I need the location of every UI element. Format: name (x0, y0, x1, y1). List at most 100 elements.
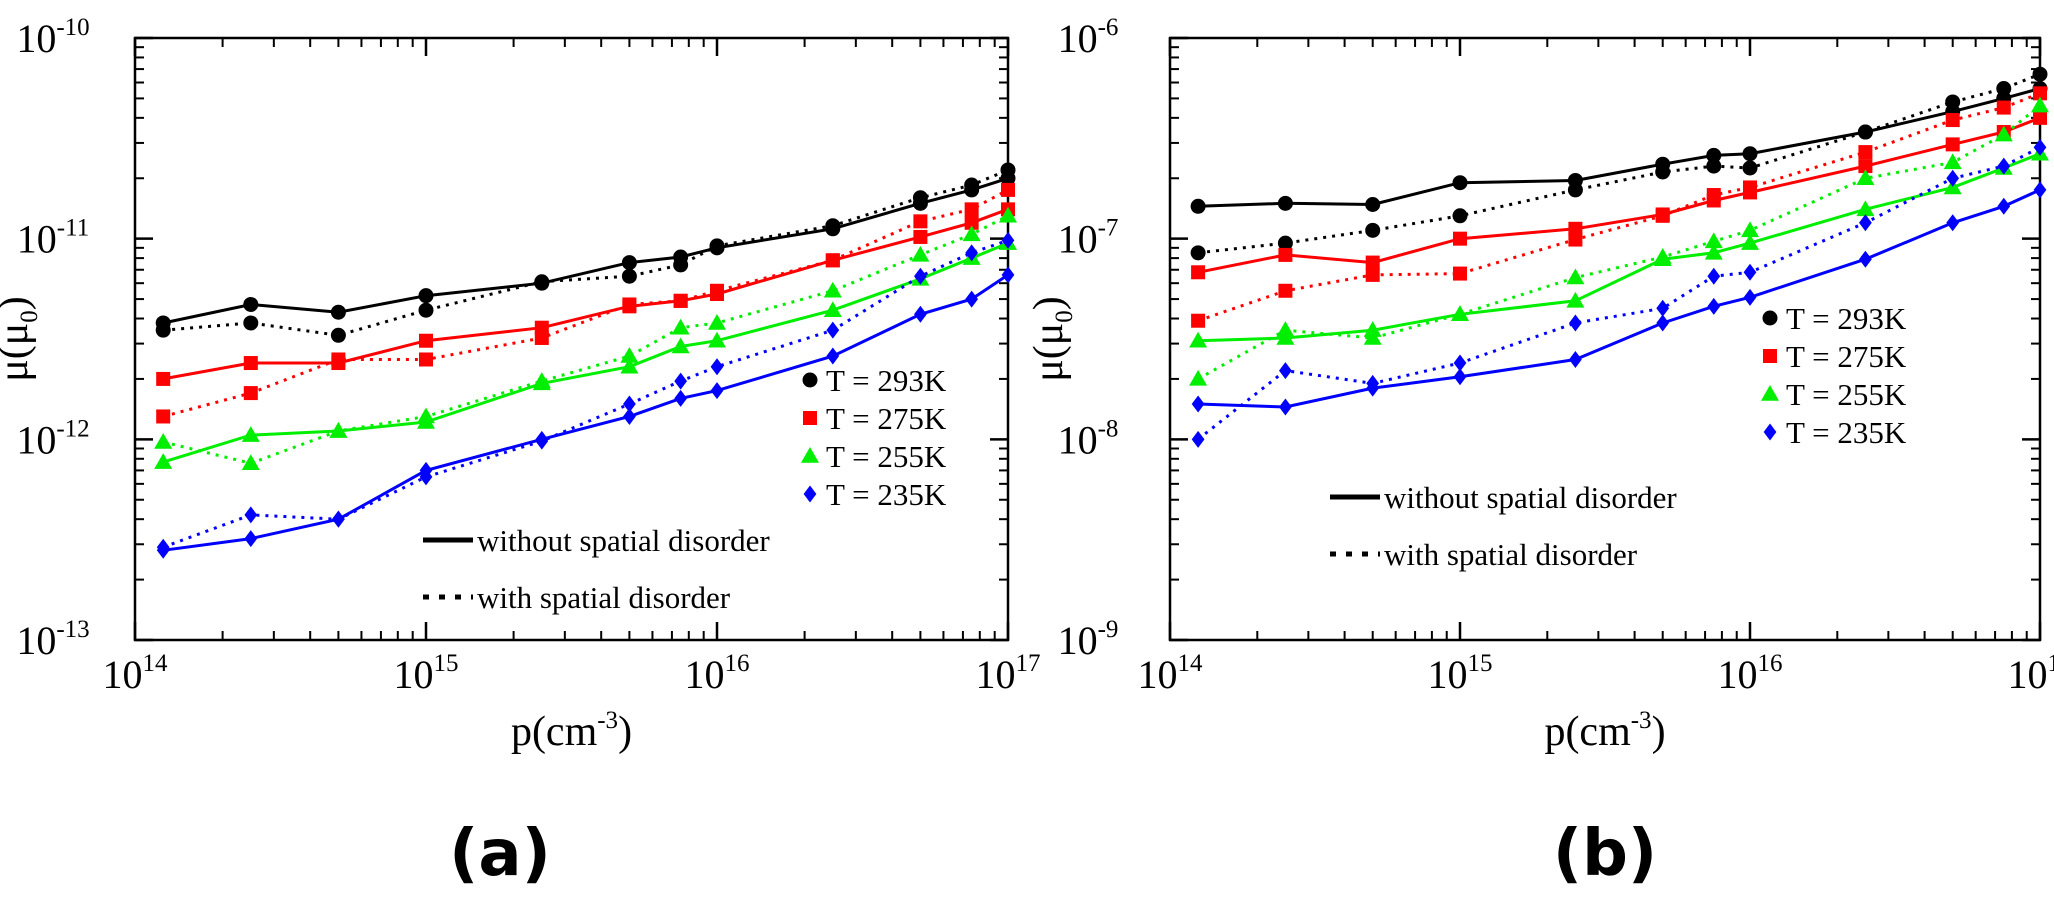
data-point-with-disorder (1743, 263, 1757, 281)
data-point-with-disorder (999, 206, 1017, 223)
data-point-with-disorder (1190, 245, 1206, 261)
plot-frame (1168, 36, 2042, 642)
data-point-without-disorder (1567, 172, 1583, 188)
data-point-without-disorder (1857, 124, 1873, 140)
data-point-with-disorder (1001, 231, 1015, 249)
x-axis-title-main: p(cm (511, 709, 598, 755)
data-point-without-disorder (709, 240, 725, 256)
x-tick-label: 1016 (1718, 650, 1783, 697)
y-tick-exponent: -10 (56, 14, 89, 41)
data-point-with-disorder (1741, 221, 1759, 238)
x-axis-title-main: p(cm (1544, 709, 1631, 755)
data-point-without-disorder (534, 320, 549, 335)
line-style-legend: without spatial disorder with spatial dis… (1330, 480, 1677, 572)
legend-label: T = 275K (826, 401, 947, 436)
data-point-with-disorder (1278, 283, 1293, 298)
x-tick-label: 1017 (2008, 650, 2054, 697)
x-tick-exponent: 15 (1468, 650, 1493, 677)
data-point-with-disorder (1858, 145, 1873, 160)
y-axis-title: μ(μ0) (1026, 296, 1078, 382)
data-point-with-disorder (2032, 66, 2048, 82)
data-point-without-disorder (1191, 395, 1205, 413)
data-point-with-disorder (965, 244, 979, 262)
data-point-with-disorder (826, 321, 840, 339)
data-point-without-disorder (331, 356, 346, 371)
data-point-without-disorder (419, 333, 433, 348)
data-point-without-disorder (1453, 231, 1467, 246)
data-point-without-disorder (673, 249, 689, 265)
data-point-without-disorder (1859, 250, 1872, 268)
y-tick-exponent: -8 (1098, 415, 1119, 442)
data-point-without-disorder (964, 215, 979, 230)
x-axis-title-close: ) (618, 709, 632, 755)
data-point-with-disorder (418, 302, 434, 318)
data-point-without-disorder (671, 337, 690, 354)
data-point-with-disorder (964, 202, 979, 217)
legend-label: T = 275K (1786, 339, 1907, 374)
data-point-without-disorder (1655, 207, 1670, 222)
series-line-with-disorder (1197, 91, 2041, 323)
data-point-without-disorder (1365, 255, 1380, 270)
data-point-with-disorder (1859, 214, 1872, 232)
y-tick-base: 10 (16, 417, 56, 462)
series-t235k (1191, 138, 2047, 448)
data-point-with-disorder (1452, 208, 1468, 224)
series-line-without-disorder (1198, 87, 2041, 208)
series-line-with-disorder (1197, 104, 2041, 381)
data-point-with-disorder (1365, 222, 1381, 238)
data-point-without-disorder (1453, 368, 1467, 386)
data-point-with-disorder (962, 225, 981, 242)
data-point-with-disorder (1001, 182, 1015, 197)
y-axis-title-close: ) (0, 296, 37, 310)
y-axis-title: μ(μ0) (0, 296, 43, 382)
x-tick-exponent: 16 (1758, 650, 1783, 677)
data-point-without-disorder (1707, 297, 1721, 315)
data-point-with-disorder (2031, 96, 2049, 113)
data-point-without-disorder (914, 305, 927, 323)
data-point-without-disorder (1366, 379, 1380, 397)
data-point-without-disorder (1568, 221, 1583, 236)
data-point-without-disorder (1189, 331, 1208, 348)
data-point-without-disorder (243, 356, 258, 371)
data-point-without-disorder (965, 290, 979, 308)
data-point-with-disorder (1943, 153, 1962, 170)
y-axis-title-main: μ(μ (0, 323, 37, 382)
data-point-with-disorder (1365, 267, 1380, 282)
data-point-with-disorder (1279, 362, 1292, 380)
data-point-without-disorder (1452, 175, 1468, 191)
data-point-with-disorder (1453, 266, 1467, 281)
series-line-with-disorder (162, 238, 1009, 549)
data-point-without-disorder (622, 299, 637, 314)
series-line-with-disorder (1197, 72, 2041, 255)
data-point-without-disorder (1997, 197, 2011, 215)
data-point-without-disorder (1190, 198, 1206, 214)
x-tick-exponent: 14 (143, 650, 169, 677)
y-tick-exponent: -11 (57, 215, 89, 242)
legend-marker (801, 447, 819, 463)
series-line-with-disorder (162, 214, 1009, 465)
data-point-without-disorder (1858, 159, 1873, 174)
data-point-without-disorder (1706, 193, 1721, 208)
data-point-with-disorder (708, 313, 726, 330)
series-line-without-disorder (162, 241, 1009, 464)
data-point-without-disorder (1000, 170, 1016, 186)
y-axis-title-subscript: 0 (1051, 310, 1078, 323)
series-line-with-disorder (1197, 146, 2041, 441)
y-axis-title-subscript: 0 (16, 310, 43, 323)
x-axis-title-exponent: -3 (597, 707, 618, 734)
data-point-without-disorder (825, 221, 841, 237)
data-point-without-disorder (1856, 200, 1875, 217)
data-point-without-disorder (1653, 250, 1672, 266)
x-tick-exponent: 15 (434, 650, 459, 677)
series-line-without-disorder (163, 273, 1009, 552)
data-point-with-disorder (2033, 138, 2047, 156)
minor-ticks (1170, 38, 2040, 640)
data-point-without-disorder (1704, 243, 1723, 260)
data-point-with-disorder (243, 386, 258, 401)
x-tick-exponent: 17 (2048, 650, 2054, 677)
data-point-without-disorder (418, 288, 434, 304)
data-point-without-disorder (826, 347, 840, 365)
legend-marker (803, 411, 817, 425)
data-point-with-disorder (1996, 100, 2011, 115)
data-point-without-disorder (1566, 291, 1585, 308)
